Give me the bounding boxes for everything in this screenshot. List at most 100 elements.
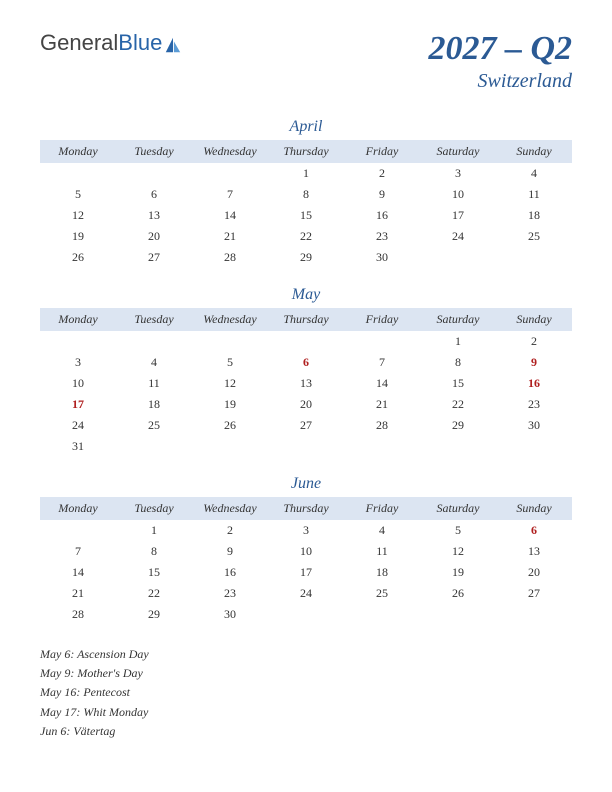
day-cell: 6 [116,184,192,205]
day-cell: 24 [420,226,496,247]
table-row: 12 [40,331,572,352]
weekday-header: Wednesday [192,140,268,163]
calendar-table: MondayTuesdayWednesdayThursdayFridaySatu… [40,308,572,457]
holiday-entry: May 17: Whit Monday [40,703,572,722]
month-block: MayMondayTuesdayWednesdayThursdayFridayS… [40,286,572,457]
day-cell: 22 [116,583,192,604]
table-row: 24252627282930 [40,415,572,436]
day-cell: 26 [420,583,496,604]
day-cell: 20 [496,562,572,583]
day-cell: 13 [496,541,572,562]
day-cell: 31 [40,436,116,457]
holiday-list: May 6: Ascension DayMay 9: Mother's DayM… [40,645,572,741]
day-cell: 28 [40,604,116,625]
day-cell: 22 [268,226,344,247]
day-cell: 25 [116,415,192,436]
holiday-entry: Jun 6: Vätertag [40,722,572,741]
weekday-header: Sunday [496,308,572,331]
weekday-header: Saturday [420,308,496,331]
day-cell: 14 [192,205,268,226]
day-cell: 13 [116,205,192,226]
day-cell [344,604,420,625]
day-cell [420,247,496,268]
day-cell: 16 [496,373,572,394]
day-cell: 17 [40,394,116,415]
day-cell [344,436,420,457]
day-cell: 27 [496,583,572,604]
title-block: 2027 – Q2 Switzerland [428,30,572,93]
day-cell: 1 [116,520,192,541]
weekday-header: Monday [40,140,116,163]
day-cell: 30 [192,604,268,625]
quarter-title: 2027 – Q2 [428,30,572,68]
table-row: 282930 [40,604,572,625]
day-cell: 27 [268,415,344,436]
day-cell: 21 [344,394,420,415]
day-cell: 23 [344,226,420,247]
weekday-header: Friday [344,308,420,331]
day-cell: 22 [420,394,496,415]
day-cell: 11 [116,373,192,394]
day-cell: 1 [420,331,496,352]
table-row: 14151617181920 [40,562,572,583]
day-cell [344,331,420,352]
day-cell: 7 [192,184,268,205]
day-cell: 6 [496,520,572,541]
day-cell: 30 [496,415,572,436]
day-cell: 3 [268,520,344,541]
day-cell: 10 [420,184,496,205]
day-cell: 12 [420,541,496,562]
day-cell: 20 [116,226,192,247]
day-cell [40,163,116,184]
table-row: 12131415161718 [40,205,572,226]
table-row: 1234 [40,163,572,184]
day-cell: 12 [192,373,268,394]
day-cell: 24 [268,583,344,604]
day-cell: 30 [344,247,420,268]
day-cell: 14 [344,373,420,394]
day-cell: 9 [192,541,268,562]
day-cell [116,436,192,457]
weekday-header: Tuesday [116,308,192,331]
weekday-header: Monday [40,308,116,331]
weekday-header: Monday [40,497,116,520]
table-row: 123456 [40,520,572,541]
day-cell: 24 [40,415,116,436]
day-cell [420,604,496,625]
day-cell: 29 [268,247,344,268]
holiday-entry: May 16: Pentecost [40,683,572,702]
day-cell: 23 [192,583,268,604]
weekday-header: Saturday [420,140,496,163]
day-cell: 28 [192,247,268,268]
day-cell: 2 [344,163,420,184]
day-cell [192,331,268,352]
month-block: April MondayTuesdayWednesdayThursdayFrida… [40,118,572,268]
day-cell [192,436,268,457]
calendar-table: MondayTuesdayWednesdayThursdayFridaySatu… [40,140,572,268]
logo-text-2: Blue [118,30,162,56]
table-row: 17181920212223 [40,394,572,415]
table-row: 2627282930 [40,247,572,268]
day-cell [268,604,344,625]
month-name: April [40,118,572,136]
day-cell: 1 [268,163,344,184]
day-cell: 18 [116,394,192,415]
day-cell: 10 [268,541,344,562]
day-cell: 29 [116,604,192,625]
day-cell: 18 [344,562,420,583]
day-cell [268,331,344,352]
weekday-header: Friday [344,140,420,163]
day-cell: 23 [496,394,572,415]
day-cell: 29 [420,415,496,436]
weekday-header: Saturday [420,497,496,520]
day-cell: 3 [40,352,116,373]
day-cell [40,331,116,352]
day-cell: 25 [496,226,572,247]
day-cell: 7 [40,541,116,562]
day-cell [116,163,192,184]
day-cell: 25 [344,583,420,604]
weekday-header: Wednesday [192,308,268,331]
weekday-header: Thursday [268,140,344,163]
day-cell: 19 [40,226,116,247]
table-row: 3456789 [40,352,572,373]
